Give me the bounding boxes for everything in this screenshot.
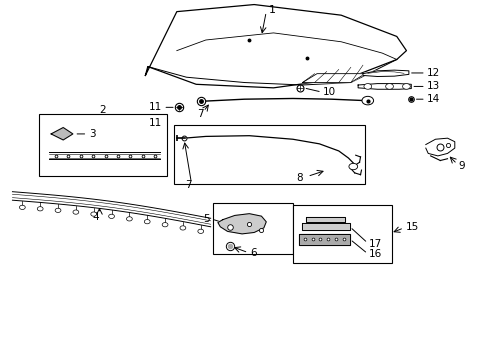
Text: 12: 12 bbox=[427, 68, 440, 78]
Circle shape bbox=[402, 84, 409, 89]
FancyBboxPatch shape bbox=[39, 114, 167, 176]
Polygon shape bbox=[301, 222, 349, 230]
Text: 4: 4 bbox=[93, 212, 99, 221]
Text: 17: 17 bbox=[368, 239, 382, 249]
Polygon shape bbox=[51, 127, 73, 140]
Text: 3: 3 bbox=[89, 129, 95, 139]
Polygon shape bbox=[306, 217, 345, 222]
Circle shape bbox=[20, 205, 25, 210]
Circle shape bbox=[144, 220, 150, 224]
Circle shape bbox=[162, 222, 167, 227]
Text: 15: 15 bbox=[405, 222, 418, 232]
Circle shape bbox=[198, 229, 203, 233]
Text: 8: 8 bbox=[295, 173, 302, 183]
Polygon shape bbox=[302, 74, 365, 82]
Text: 16: 16 bbox=[368, 249, 382, 260]
Text: 7: 7 bbox=[184, 180, 191, 190]
FancyBboxPatch shape bbox=[213, 203, 292, 255]
Circle shape bbox=[180, 226, 185, 230]
Polygon shape bbox=[362, 70, 408, 77]
Circle shape bbox=[361, 96, 373, 105]
Circle shape bbox=[126, 217, 132, 221]
Circle shape bbox=[37, 207, 43, 211]
Text: 11: 11 bbox=[149, 102, 162, 112]
FancyBboxPatch shape bbox=[292, 205, 391, 263]
Polygon shape bbox=[298, 234, 349, 244]
Circle shape bbox=[73, 210, 79, 214]
Polygon shape bbox=[145, 5, 406, 88]
Text: 6: 6 bbox=[249, 248, 256, 258]
Text: 9: 9 bbox=[457, 161, 464, 171]
FancyBboxPatch shape bbox=[174, 125, 365, 184]
Polygon shape bbox=[49, 152, 160, 159]
Polygon shape bbox=[12, 192, 210, 227]
Text: 2: 2 bbox=[100, 105, 106, 115]
Text: 10: 10 bbox=[323, 87, 336, 97]
Text: 11: 11 bbox=[149, 118, 162, 127]
Polygon shape bbox=[218, 214, 265, 234]
Polygon shape bbox=[425, 138, 454, 156]
Circle shape bbox=[385, 84, 393, 89]
Text: 1: 1 bbox=[268, 5, 275, 15]
Circle shape bbox=[348, 163, 357, 170]
Polygon shape bbox=[357, 84, 410, 89]
Text: 14: 14 bbox=[427, 94, 440, 104]
Circle shape bbox=[55, 208, 61, 212]
Text: 7: 7 bbox=[196, 109, 203, 119]
Text: 5: 5 bbox=[203, 214, 209, 224]
Circle shape bbox=[108, 214, 114, 219]
Circle shape bbox=[91, 212, 97, 216]
Text: 13: 13 bbox=[427, 81, 440, 91]
Circle shape bbox=[363, 84, 371, 89]
